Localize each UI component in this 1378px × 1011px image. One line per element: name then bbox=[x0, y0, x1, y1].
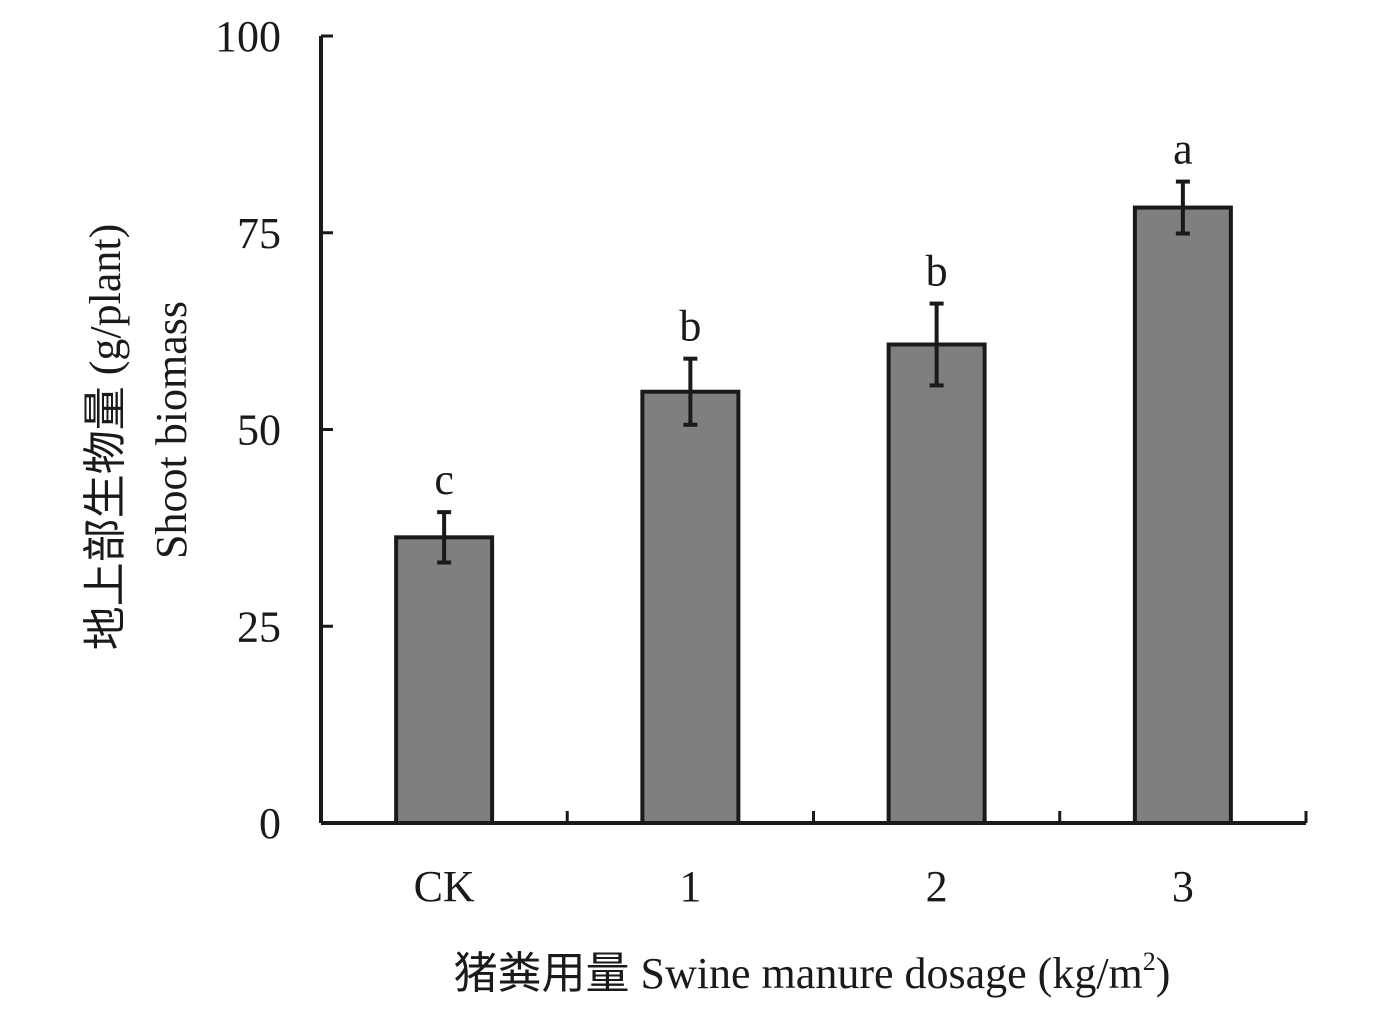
y-axis-title-line1: 地上部生物量 (g/plant) bbox=[81, 224, 130, 651]
x-tick-label: CK bbox=[414, 862, 475, 911]
x-tick-label: 2 bbox=[926, 862, 948, 911]
bar bbox=[640, 389, 741, 825]
y-tick-label: 100 bbox=[215, 12, 281, 61]
x-axis-title-superscript: 2 bbox=[1143, 947, 1156, 976]
x-tick-label: 3 bbox=[1172, 862, 1194, 911]
y-tick-label: 25 bbox=[237, 602, 281, 651]
significance-letter: a bbox=[1173, 125, 1193, 174]
significance-letter: c bbox=[434, 455, 454, 504]
x-axis-title-main: 猪粪用量 Swine manure dosage (kg/m bbox=[454, 949, 1143, 998]
x-axis-title: 猪粪用量 Swine manure dosage (kg/m2) bbox=[454, 947, 1171, 998]
bar bbox=[1132, 205, 1233, 826]
y-axis-title-line2: Shoot biomass bbox=[147, 301, 196, 559]
significance-letter: b bbox=[926, 247, 948, 296]
y-tick-label: 75 bbox=[237, 209, 281, 258]
significance-letter: b bbox=[679, 302, 701, 351]
bar bbox=[394, 535, 495, 825]
bar bbox=[886, 342, 987, 825]
y-tick-label: 0 bbox=[259, 799, 281, 848]
x-tick-label: 1 bbox=[679, 862, 701, 911]
x-ticks-group: CK 1 2 3 bbox=[319, 811, 1308, 911]
error-bars-group bbox=[437, 179, 1190, 565]
significance-letters-group: c b b a bbox=[434, 125, 1192, 505]
y-tick-label: 50 bbox=[237, 406, 281, 455]
y-ticks-group: 0 25 50 75 100 bbox=[215, 12, 333, 848]
x-axis-title-suffix: ) bbox=[1156, 949, 1171, 998]
bars-group bbox=[394, 205, 1233, 826]
